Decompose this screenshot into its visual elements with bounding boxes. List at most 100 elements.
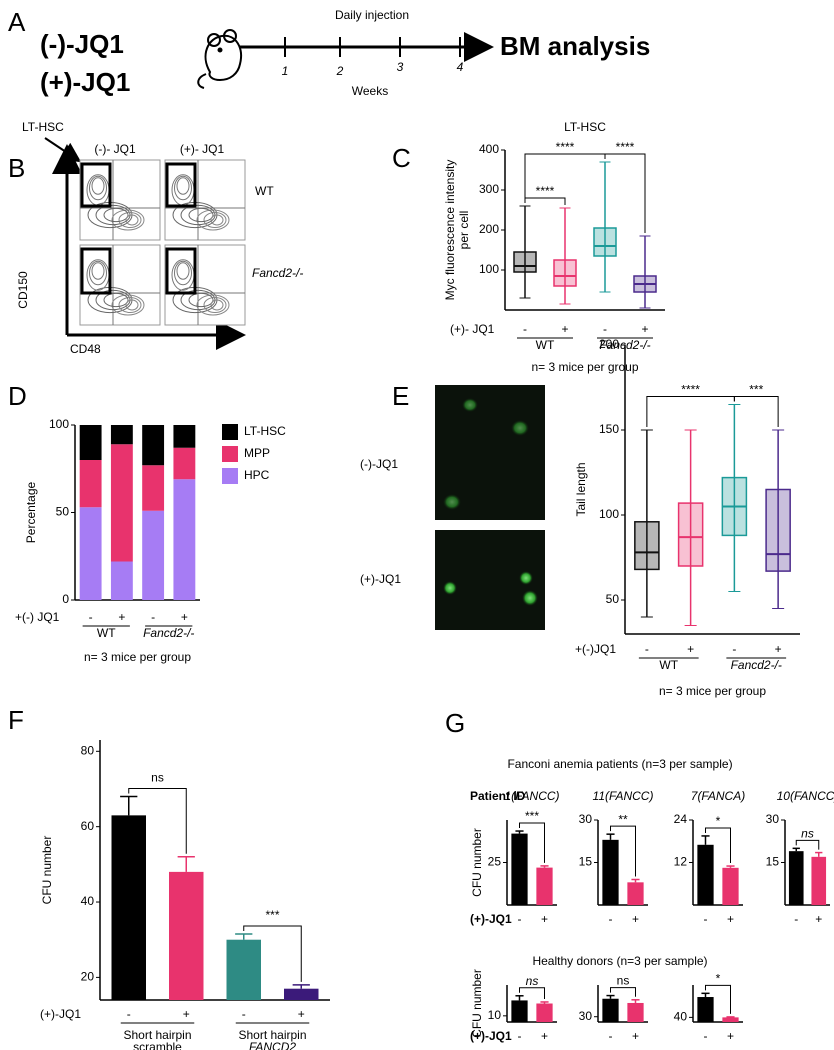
flow-plots bbox=[79, 159, 246, 326]
y-tick-label: 40 bbox=[81, 894, 95, 908]
week-label: 1 bbox=[282, 64, 289, 78]
significance-label: ns bbox=[151, 771, 164, 785]
contour bbox=[91, 262, 105, 280]
cell bbox=[443, 494, 461, 510]
mouse-icon bbox=[197, 29, 242, 89]
legend-swatch bbox=[222, 446, 238, 462]
bar bbox=[511, 1000, 528, 1022]
box bbox=[513, 251, 537, 273]
significance-label: *** bbox=[749, 383, 763, 397]
y-axis-label: Percentage bbox=[24, 481, 38, 543]
y-tick-label: 20 bbox=[81, 970, 95, 984]
category-label: + bbox=[541, 912, 548, 926]
significance-label: *** bbox=[265, 908, 279, 922]
category-label: - bbox=[609, 912, 613, 926]
note: n= 3 mice per group bbox=[531, 360, 638, 374]
chart-title: 10(FANCC) bbox=[777, 789, 834, 803]
column-label: (+)- JQ1 bbox=[180, 142, 225, 156]
y-axis-label: CFU number bbox=[40, 836, 54, 905]
legend-label: MPP bbox=[244, 446, 270, 460]
gate bbox=[165, 247, 197, 295]
section-title: Healthy donors (n=3 per sample) bbox=[532, 954, 707, 968]
y-tick-label: 30 bbox=[766, 812, 780, 826]
group-label: (+)-JQ1 bbox=[40, 67, 130, 97]
flow-plot bbox=[79, 159, 161, 241]
bar bbox=[511, 833, 528, 905]
y-tick-label: 30 bbox=[579, 1009, 593, 1023]
treatment-label: (+)- JQ1 bbox=[450, 322, 495, 336]
section-title: Fanconi anemia patients (n=3 per sample) bbox=[507, 757, 732, 771]
significance-bracket bbox=[705, 984, 731, 1014]
significance-label: *** bbox=[525, 809, 539, 823]
gate bbox=[80, 162, 112, 208]
bar bbox=[722, 1017, 739, 1022]
row-label: (+)-JQ1 bbox=[360, 572, 401, 586]
y-tick-label: 30 bbox=[579, 812, 593, 826]
note: n= 3 mice per group bbox=[84, 650, 191, 664]
significance-bracket bbox=[646, 396, 735, 427]
flow-plot bbox=[164, 159, 246, 241]
bar bbox=[627, 1002, 644, 1022]
axis-label: CD150 bbox=[16, 271, 30, 309]
significance-label: ns bbox=[801, 827, 814, 841]
gate bbox=[165, 162, 197, 208]
contour bbox=[174, 260, 192, 286]
category-label: + bbox=[641, 322, 648, 336]
category-label: - bbox=[518, 1029, 522, 1043]
treatment-label: (+)-JQ1 bbox=[470, 1029, 512, 1043]
bar bbox=[111, 815, 146, 1000]
group-label: WT bbox=[536, 338, 555, 352]
bar bbox=[602, 839, 619, 905]
significance-label: **** bbox=[681, 383, 700, 397]
y-axis-label: per cell bbox=[457, 211, 471, 250]
gate bbox=[80, 247, 112, 295]
y-tick-label: 300 bbox=[479, 182, 499, 196]
contour bbox=[89, 260, 107, 286]
contour bbox=[103, 292, 129, 308]
cell bbox=[522, 590, 538, 606]
significance-label: **** bbox=[556, 140, 575, 154]
contour bbox=[176, 177, 190, 195]
panel-label: F bbox=[8, 705, 24, 735]
box bbox=[593, 227, 617, 257]
y-axis-label: CFU number bbox=[470, 828, 484, 897]
category-label: - bbox=[151, 610, 155, 624]
panel-label: C bbox=[392, 143, 411, 173]
bar-segment bbox=[142, 510, 165, 600]
contour bbox=[203, 212, 227, 228]
chart-title: 1(FANCC) bbox=[504, 789, 559, 803]
week-label: 2 bbox=[336, 64, 344, 78]
group-label: Short hairpin bbox=[238, 1028, 306, 1042]
category-label: + bbox=[632, 1029, 639, 1043]
legend-swatch bbox=[222, 424, 238, 440]
contour bbox=[210, 214, 224, 226]
y-tick-label: 50 bbox=[56, 505, 70, 519]
bar bbox=[627, 882, 644, 905]
bar-segment bbox=[173, 447, 196, 480]
contour bbox=[188, 292, 214, 308]
box bbox=[634, 521, 660, 571]
significance-label: ** bbox=[618, 812, 628, 826]
significance-bracket bbox=[243, 925, 302, 982]
bar-segment bbox=[110, 444, 133, 562]
significance-label: **** bbox=[616, 140, 635, 154]
category-label: - bbox=[609, 1029, 613, 1043]
significance-label: ns bbox=[526, 974, 539, 988]
contour bbox=[118, 212, 142, 228]
bar-segment bbox=[110, 561, 133, 600]
group-label: FANCD2 bbox=[249, 1040, 296, 1050]
panel-label: A bbox=[8, 7, 26, 37]
bar-segment bbox=[79, 460, 102, 508]
significance-label: * bbox=[716, 971, 721, 985]
category-label: - bbox=[518, 912, 522, 926]
bar-segment bbox=[79, 507, 102, 600]
y-axis-label: Tail length bbox=[574, 462, 588, 516]
y-tick-label: 150 bbox=[599, 422, 619, 436]
box bbox=[677, 502, 704, 567]
bar bbox=[226, 939, 261, 1000]
panel-label: G bbox=[445, 708, 465, 738]
y-tick-label: 24 bbox=[674, 812, 688, 826]
cell bbox=[443, 581, 457, 595]
category-label: + bbox=[727, 912, 734, 926]
